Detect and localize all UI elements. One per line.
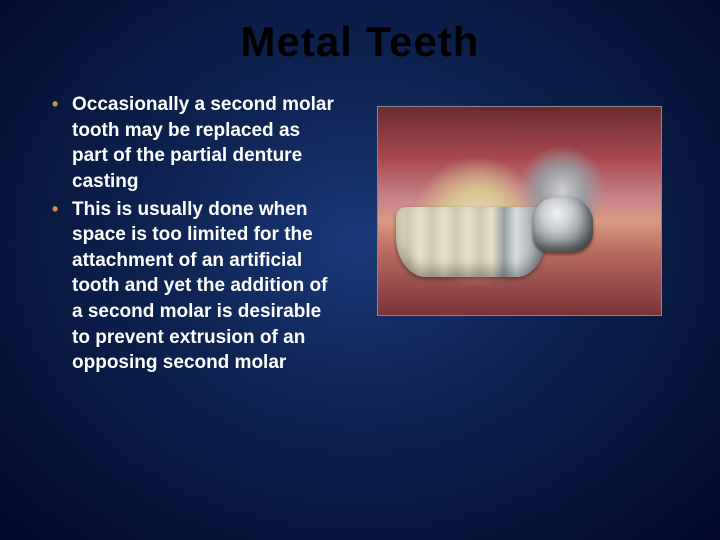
image-column: [358, 92, 680, 378]
bullet-item: This is usually done when space is too l…: [48, 197, 340, 376]
text-column: Occasionally a second molar tooth may be…: [40, 92, 340, 378]
clinical-photo: [377, 106, 662, 316]
slide-container: Metal Teeth Occasionally a second molar …: [0, 0, 720, 540]
slide-title: Metal Teeth: [40, 18, 680, 66]
bullet-item: Occasionally a second molar tooth may be…: [48, 92, 340, 195]
bullet-list: Occasionally a second molar tooth may be…: [40, 92, 340, 376]
content-row: Occasionally a second molar tooth may be…: [40, 92, 680, 378]
